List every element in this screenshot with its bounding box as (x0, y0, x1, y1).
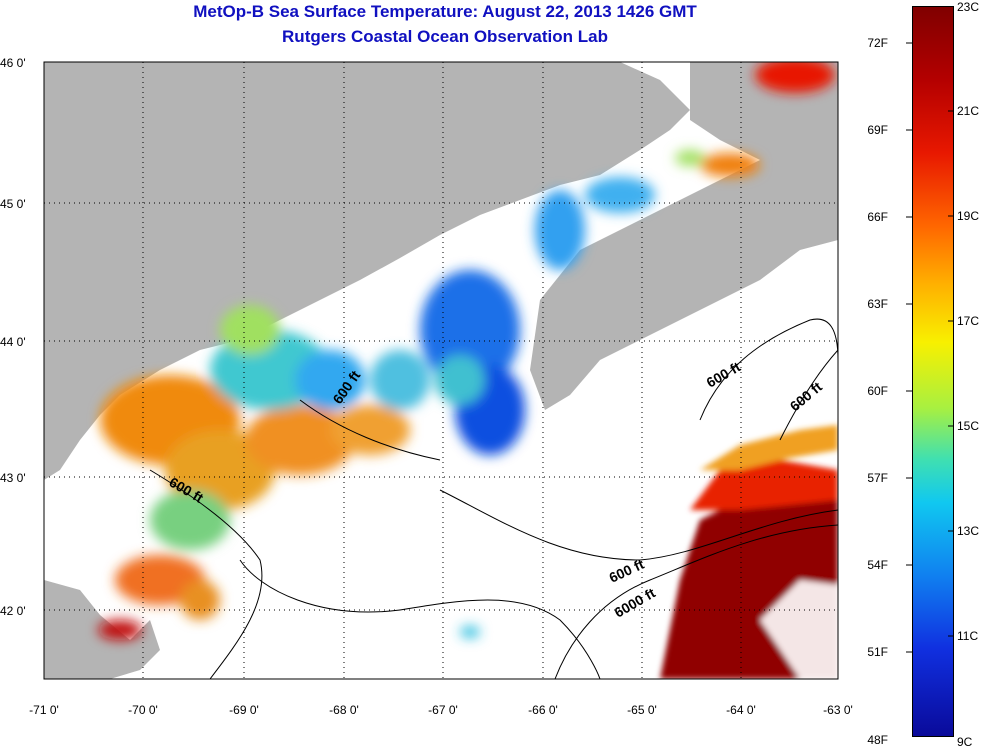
lat-label: 43 0' (0, 471, 26, 485)
colorbar-f-label: 48F (867, 733, 888, 747)
lat-label: 42 0' (0, 604, 26, 618)
land-nova-scotia (530, 62, 838, 410)
longitude-labels: -71 0' -70 0' -69 0' -68 0' -67 0' -66 0… (29, 703, 853, 717)
colorbar-f-label: 66F (867, 210, 888, 224)
latitude-labels: 46 0' 45 0' 44 0' 43 0' 42 0' (0, 56, 26, 618)
lat-label: 44 0' (0, 335, 26, 349)
lon-label: -70 0' (128, 703, 158, 717)
colorbar-c-label: 17C (957, 314, 979, 328)
colorbar-f-label: 72F (867, 36, 888, 50)
colorbar-f-label: 63F (867, 297, 888, 311)
map-title: MetOp-B Sea Surface Temperature: August … (193, 2, 697, 21)
colorbar-f-label: 54F (867, 558, 888, 572)
lon-label: -68 0' (329, 703, 359, 717)
colorbar-c-label: 13C (957, 524, 979, 538)
sst-field (98, 62, 835, 640)
lat-label: 45 0' (0, 197, 26, 211)
colorbar-c-label: 11C (957, 629, 978, 643)
colorbar-c-label: 19C (957, 209, 979, 223)
colorbar-labels: 72F 69F 66F 63F 60F 57F 54F 51F 48F 23C … (867, 0, 979, 749)
lon-label: -71 0' (29, 703, 59, 717)
colorbar-c-label: 15C (957, 419, 979, 433)
map-subtitle: Rutgers Coastal Ocean Observation Lab (282, 27, 608, 46)
lon-label: -63 0' (823, 703, 853, 717)
land-new-england (44, 62, 690, 480)
colorbar-c-label: 23C (957, 0, 979, 14)
colorbar-c-label: 9C (957, 735, 973, 749)
colorbar-f-label: 51F (867, 645, 888, 659)
bathymetry-contours (149, 318, 838, 679)
colorbar-f-label: 69F (867, 123, 888, 137)
lon-label: -69 0' (229, 703, 259, 717)
temperature-colorbar (912, 6, 954, 737)
lon-label: -65 0' (627, 703, 657, 717)
colorbar-c-label: 21C (957, 104, 979, 118)
sst-map: 46 0' 45 0' 44 0' 43 0' 42 0' -71 0' -70… (0, 56, 853, 717)
colorbar-f-label: 60F (867, 384, 888, 398)
lon-label: -64 0' (726, 703, 756, 717)
map-frame (43, 61, 839, 680)
lat-label: 46 0' (0, 56, 26, 70)
lon-label: -66 0' (528, 703, 558, 717)
colorbar-f-label: 57F (867, 471, 888, 485)
lon-label: -67 0' (428, 703, 458, 717)
